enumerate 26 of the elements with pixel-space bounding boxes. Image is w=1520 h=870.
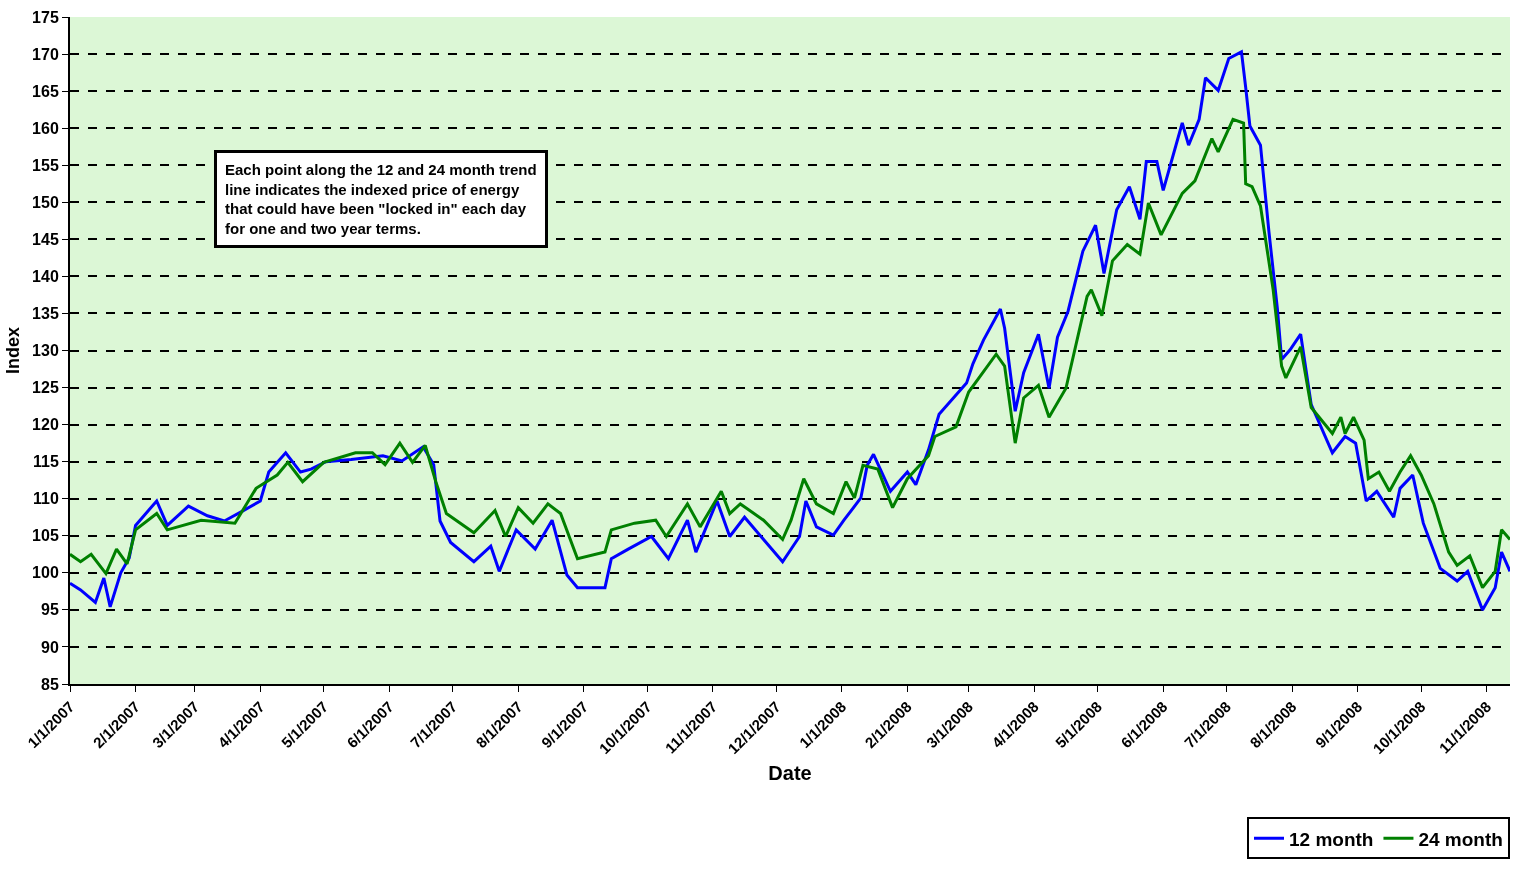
y-tick-label: 130 [32,342,59,360]
y-tick-label: 140 [32,267,59,285]
y-tick-label: 150 [32,193,59,211]
y-tick-label: 115 [32,453,59,471]
y-tick-label: 110 [32,490,59,508]
y-tick-label: 120 [32,416,59,434]
x-axis-title: Date [768,762,812,785]
y-tick-label: 155 [32,156,59,174]
y-tick-label: 105 [32,527,59,545]
line-series [70,117,1510,590]
y-tick-label: 145 [32,230,59,248]
y-tick-label: 160 [32,119,59,137]
y-tick-label: 135 [32,305,59,323]
legend-label: 12 month [1289,828,1374,850]
y-tick-label: 175 [32,8,59,26]
y-tick-label: 90 [41,638,59,656]
y-tick-label: 95 [41,601,59,619]
y-tick-label: 165 [32,82,59,100]
legend-label: 24 month [1418,828,1503,850]
y-tick-label: 125 [32,379,59,397]
line-series [70,50,1510,612]
y-axis-title: Index [2,326,23,375]
y-tick-label: 85 [41,675,59,693]
annotation: Each point along the 12 and 24 month trend line indicates the indexed price of energy that could have been "locked in" each day for one and two year terms. [225,161,537,237]
y-tick-label: 170 [32,45,59,63]
y-tick-label: 100 [32,564,59,582]
